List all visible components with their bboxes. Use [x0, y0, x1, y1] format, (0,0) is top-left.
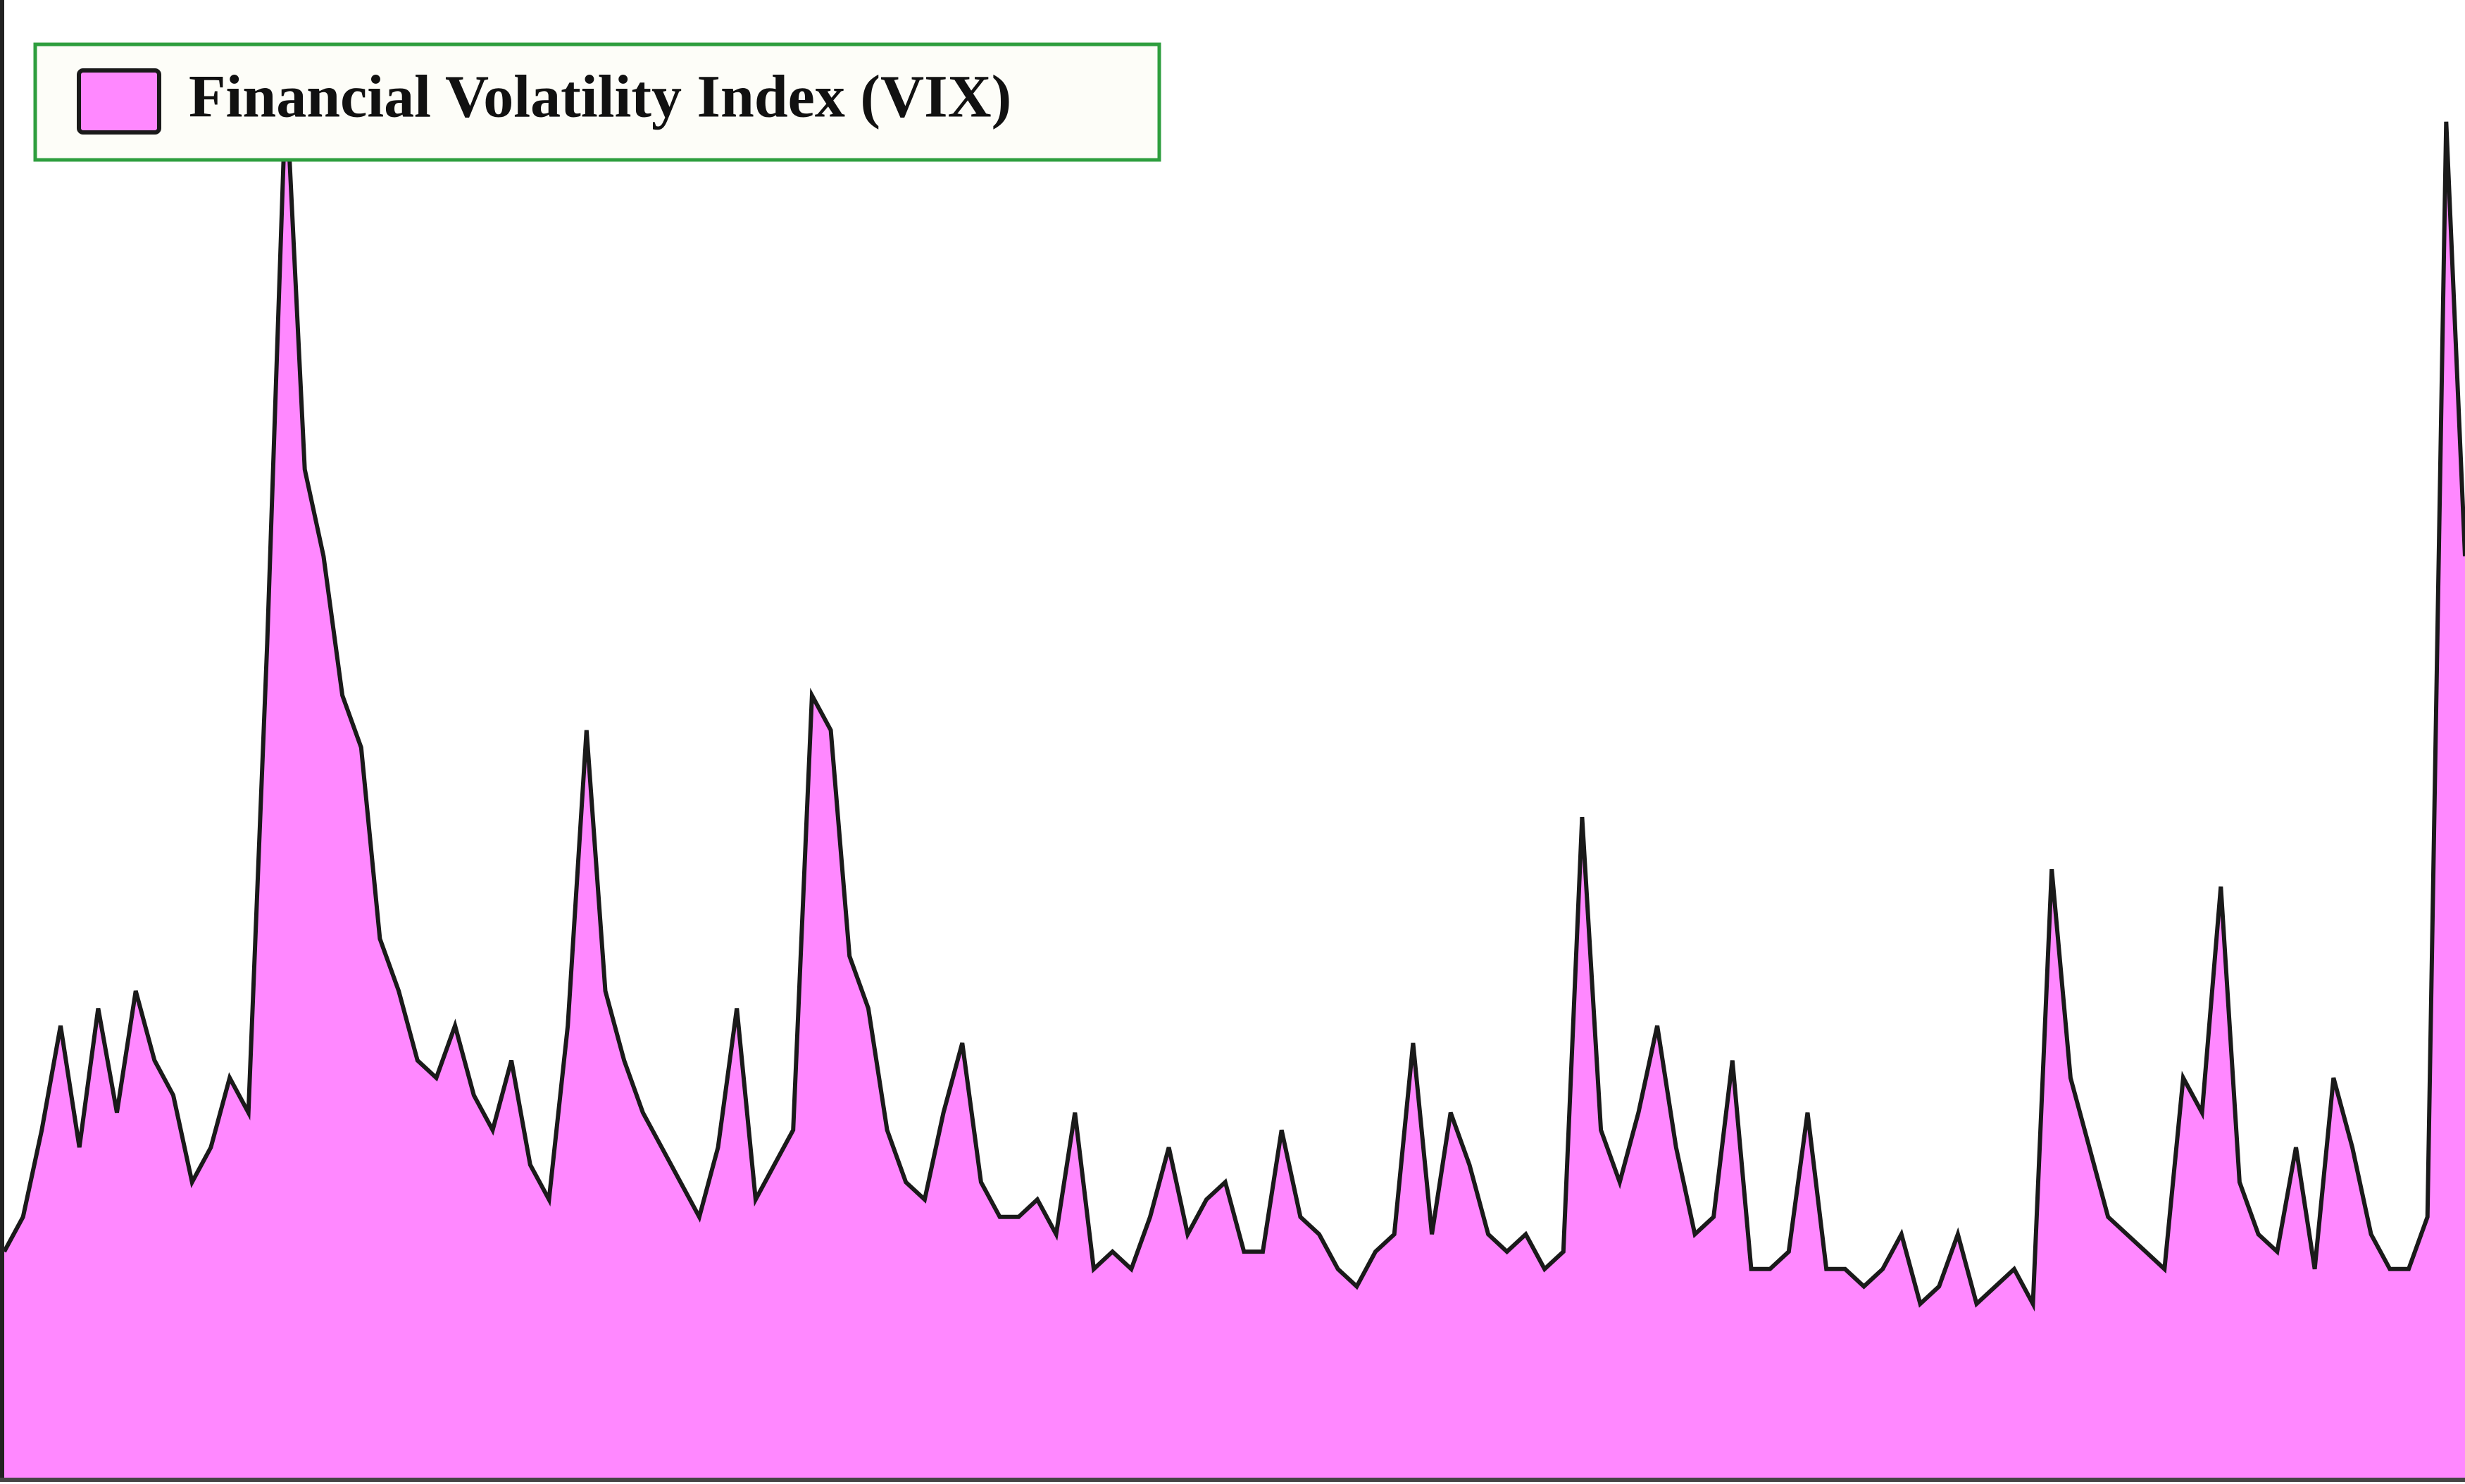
- legend: Financial Volatility Index (VIX): [33, 42, 1161, 162]
- area-fill: [4, 87, 2465, 1478]
- legend-label: Financial Volatility Index (VIX): [189, 63, 1011, 130]
- legend-box: [33, 42, 1161, 162]
- plot-area: [2, 87, 2465, 1478]
- area-line: [2, 87, 2465, 1312]
- legend-swatch: [77, 68, 161, 135]
